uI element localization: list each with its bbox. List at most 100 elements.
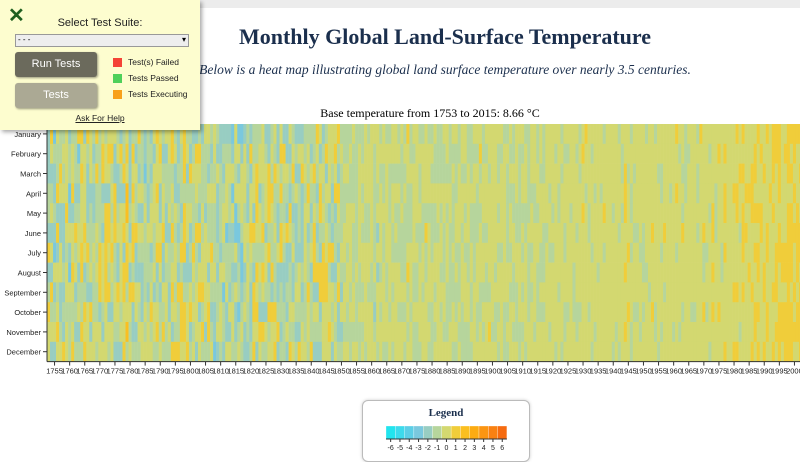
heatmap-cell	[409, 322, 413, 343]
heatmap-cell	[116, 302, 120, 323]
heatmap-cell	[590, 143, 594, 164]
heatmap-cell	[391, 183, 395, 204]
heatmap-cell	[113, 282, 117, 303]
heatmap-cell	[131, 223, 135, 244]
heatmap-cell	[349, 163, 353, 184]
heatmap-cell	[430, 203, 434, 224]
heatmap-cell	[496, 124, 501, 145]
heatmap-cell	[512, 322, 516, 343]
heatmap-cell	[663, 183, 667, 204]
heatmap-cell	[503, 124, 507, 145]
heatmap-cell	[234, 242, 238, 263]
heatmap-cell	[506, 242, 510, 263]
heatmap-cell	[53, 124, 57, 145]
heatmap-cell	[509, 262, 513, 283]
heatmap-cell	[527, 302, 531, 323]
heatmap-cell	[330, 143, 335, 164]
heatmap-cell	[463, 341, 468, 362]
heatmap-cell	[188, 203, 193, 224]
heatmap-cell	[324, 302, 329, 323]
heatmap-cell	[161, 163, 166, 184]
heatmap-cell	[176, 223, 181, 244]
heatmap-cell	[400, 223, 404, 244]
heatmap-cell	[768, 341, 773, 362]
heatmap-cell	[379, 322, 383, 343]
heatmap-cell	[228, 183, 232, 204]
heatmap-cell	[554, 143, 558, 164]
heatmap-cell	[83, 341, 87, 362]
heatmap-cell	[161, 223, 166, 244]
heatmap-cell	[430, 302, 434, 323]
legend-tick-label: -4	[406, 445, 412, 452]
heatmap-cell	[216, 262, 220, 283]
heatmap-cell	[711, 203, 715, 224]
heatmap-cell	[237, 262, 241, 283]
heatmap-cell	[379, 223, 383, 244]
test-suite-select[interactable]: - - - ▾	[15, 34, 189, 47]
heatmap-cell	[173, 163, 178, 184]
heatmap-cell	[345, 143, 350, 164]
heatmap-cell	[747, 242, 751, 263]
heatmap-cell	[116, 183, 120, 204]
heatmap-cell	[732, 302, 736, 323]
heatmap-cell	[756, 203, 761, 224]
heatmap-cell	[240, 302, 244, 323]
heatmap-cell	[176, 322, 181, 343]
run-tests-button[interactable]: Run Tests	[15, 52, 97, 77]
heatmap-cell	[759, 124, 764, 145]
heatmap-cell	[530, 302, 534, 323]
heatmap-cell	[756, 124, 761, 145]
heatmap-cell	[394, 341, 398, 362]
heatmap-cell	[418, 223, 422, 244]
heatmap-cell	[786, 163, 791, 184]
heatmap-cell	[527, 163, 531, 184]
heatmap-cell	[663, 143, 667, 164]
heatmap-cell	[53, 322, 57, 343]
heatmap-cell	[717, 242, 721, 263]
heatmap-cell	[53, 341, 57, 362]
heatmap-cell	[726, 341, 730, 362]
heatmap-cell	[533, 282, 537, 303]
heatmap-cell	[336, 242, 341, 263]
x-icon[interactable]: ✕	[8, 5, 25, 27]
heatmap-cell	[783, 124, 788, 145]
heatmap-cell	[71, 262, 75, 283]
heatmap-cell	[264, 302, 268, 323]
heatmap-cell	[569, 262, 573, 283]
heatmap-cell	[515, 322, 519, 343]
heatmap-cell	[551, 322, 555, 343]
heatmap-cell	[490, 242, 495, 263]
heatmap-cell	[119, 203, 123, 224]
heatmap-cell	[675, 124, 679, 145]
heatmap-cell	[370, 223, 374, 244]
heatmap-cell	[367, 322, 371, 343]
heatmap-cell	[188, 262, 193, 283]
heatmap-cell	[376, 203, 380, 224]
heatmap-cell	[237, 223, 241, 244]
heatmap-cell	[569, 143, 573, 164]
heatmap-cell	[270, 183, 274, 204]
heatmap-cell	[442, 341, 446, 362]
ask-for-help-link[interactable]: Ask For Help	[75, 113, 125, 123]
heatmap-cell	[421, 163, 425, 184]
heatmap-cell	[753, 322, 757, 343]
heatmap-cell	[358, 124, 362, 145]
heatmap-cell	[490, 341, 495, 362]
heatmap-cell	[469, 341, 474, 362]
heatmap-cell	[584, 322, 588, 343]
heatmap-cell	[285, 322, 289, 343]
heatmap-cell	[551, 183, 555, 204]
heatmap-cell	[122, 322, 126, 343]
heatmap-cell	[152, 282, 157, 303]
heatmap-cell	[744, 302, 748, 323]
heatmap-cell	[726, 322, 730, 343]
legend-title: Legend	[428, 407, 464, 419]
tests-button[interactable]: Tests	[15, 83, 97, 108]
heatmap-cell	[500, 203, 504, 224]
heatmap-cell	[264, 203, 268, 224]
heatmap-cell	[300, 124, 304, 145]
heatmap-cell	[569, 341, 573, 362]
heatmap-cell	[551, 282, 555, 303]
heatmap-cell	[641, 143, 646, 164]
heatmap-cell	[339, 282, 344, 303]
